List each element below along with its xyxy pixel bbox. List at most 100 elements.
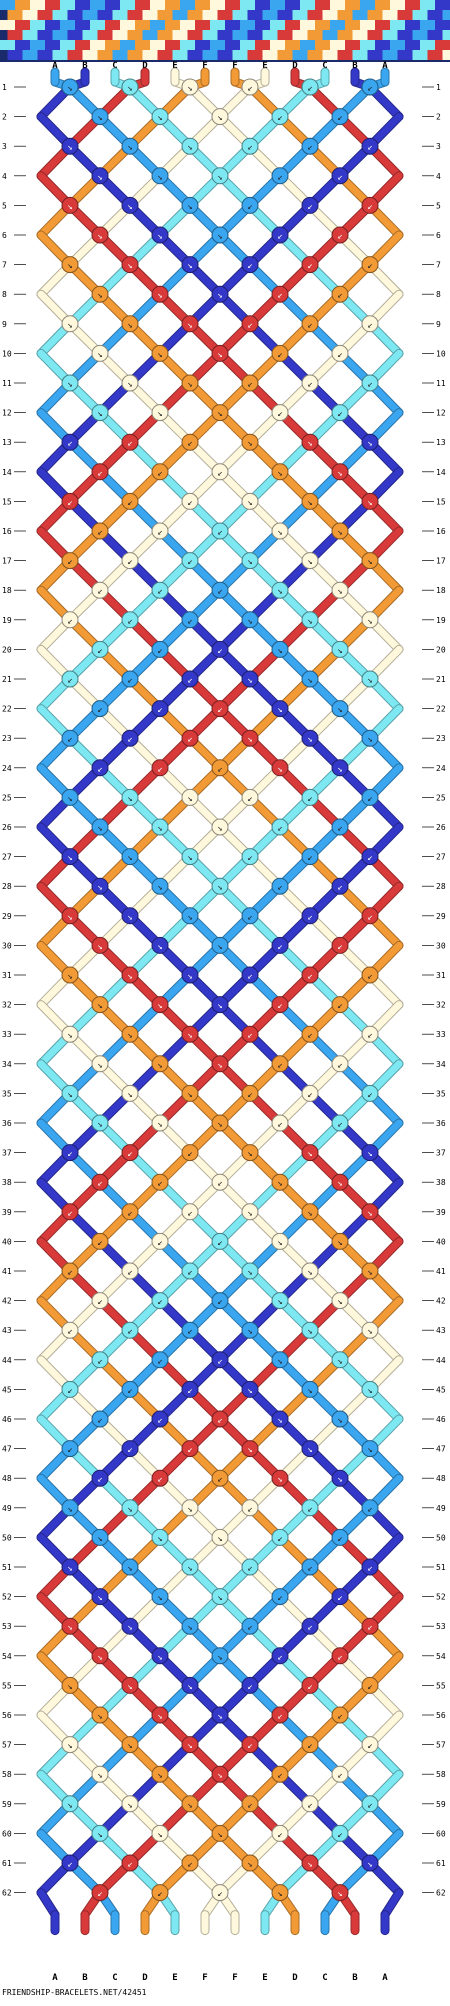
preview-cell: [203, 50, 218, 60]
knot-direction-arrow: ↘: [307, 735, 312, 745]
knot-direction-arrow: ↙: [337, 291, 342, 301]
row-number-right: 45: [436, 1385, 446, 1394]
row-number-left: 47: [2, 1445, 12, 1454]
preview-cell: [255, 40, 270, 50]
knot-direction-arrow: ↙: [367, 1800, 372, 1810]
knot-direction-arrow: ↘: [67, 84, 72, 94]
knot-direction-arrow: ↘: [187, 1031, 192, 1041]
row-number-left: 15: [2, 497, 12, 506]
knot-direction-arrow: ↘: [127, 1623, 132, 1633]
preview-cell: [38, 30, 53, 40]
preview-cell: [203, 30, 218, 40]
knot-direction-arrow: ↘: [217, 824, 222, 834]
knot-direction-arrow: ↘: [97, 1001, 102, 1011]
knot-direction-arrow: ↙: [127, 616, 132, 626]
knot-direction-arrow: ↙: [217, 587, 222, 597]
preview-cell: [405, 40, 420, 50]
knot-direction-arrow: ↙: [67, 1149, 72, 1159]
row-number-right: 53: [436, 1622, 446, 1631]
knot-direction-arrow: ↙: [247, 143, 252, 153]
knot-direction-arrow: ↙: [277, 172, 282, 182]
strand-label-bottom: A: [52, 1973, 58, 1983]
preview-cell: [420, 20, 435, 30]
knot-direction-arrow: ↙: [307, 1623, 312, 1633]
row-number-right: 49: [436, 1504, 446, 1513]
knot-direction-arrow: ↘: [187, 912, 192, 922]
preview-cell: [353, 30, 368, 40]
knot-direction-arrow: ↘: [127, 1800, 132, 1810]
knot-direction-arrow: ↘: [157, 350, 162, 360]
strand-label-bottom: F: [202, 1973, 207, 1983]
knot-direction-arrow: ↙: [217, 1179, 222, 1189]
knot-direction-arrow: ↙: [247, 320, 252, 330]
knot-direction-arrow: ↘: [97, 172, 102, 182]
knot-direction-arrow: ↙: [247, 380, 252, 390]
strand-label-bottom: E: [172, 1973, 177, 1983]
knot-direction-arrow: ↘: [127, 1741, 132, 1751]
knot-direction-arrow: ↙: [157, 1475, 162, 1485]
row-number-right: 36: [436, 1119, 446, 1128]
knot-direction-arrow: ↙: [367, 1031, 372, 1041]
preview-cell: [128, 50, 143, 60]
row-number-right: 4: [436, 172, 441, 181]
knot-direction-arrow: ↘: [127, 261, 132, 271]
row-number-left: 36: [2, 1119, 12, 1128]
preview-cell: [443, 10, 450, 20]
preview-cell: [383, 10, 398, 20]
preview-cell: [218, 10, 233, 20]
knot-direction-arrow: ↙: [307, 912, 312, 922]
row-number-left: 11: [2, 379, 12, 388]
knot-direction-arrow: ↘: [247, 676, 252, 686]
knot-direction-arrow: ↘: [247, 439, 252, 449]
knot-direction-arrow: ↙: [217, 764, 222, 774]
knot-direction-arrow: ↙: [247, 1090, 252, 1100]
knot-direction-arrow: ↘: [97, 232, 102, 242]
preview-cell: [0, 40, 15, 50]
knot-direction-arrow: ↘: [67, 380, 72, 390]
knot-direction-arrow: ↙: [247, 261, 252, 271]
strand-label-bottom: B: [82, 1973, 88, 1983]
knot-direction-arrow: ↙: [127, 1268, 132, 1278]
knot-direction-arrow: ↘: [157, 1652, 162, 1662]
knot-direction-arrow: ↙: [67, 1860, 72, 1870]
knot-direction-arrow: ↙: [337, 824, 342, 834]
knot-direction-arrow: ↘: [127, 912, 132, 922]
knot-direction-arrow: ↙: [187, 1386, 192, 1396]
knot-direction-arrow: ↘: [157, 1120, 162, 1130]
row-number-left: 45: [2, 1385, 12, 1394]
preview-cell: [158, 30, 173, 40]
row-number-right: 57: [436, 1741, 446, 1750]
knot-direction-arrow: ↙: [127, 1445, 132, 1455]
knot-direction-arrow: ↙: [367, 202, 372, 212]
knot-direction-arrow: ↙: [67, 498, 72, 508]
knot-direction-arrow: ↙: [247, 912, 252, 922]
row-number-right: 20: [436, 645, 446, 654]
strand-label-bottom: D: [142, 1973, 148, 1983]
preview-cell: [248, 50, 263, 60]
row-number-left: 31: [2, 971, 12, 980]
knot-direction-arrow: ↘: [247, 1327, 252, 1337]
row-number-right: 24: [436, 764, 446, 773]
preview-cell: [203, 10, 218, 20]
knot-direction-arrow: ↙: [157, 705, 162, 715]
knot-direction-arrow: ↙: [67, 1268, 72, 1278]
knot-direction-arrow: ↙: [97, 468, 102, 478]
knot-direction-arrow: ↘: [277, 1889, 282, 1899]
row-number-left: 60: [2, 1829, 12, 1838]
preview-cell: [413, 50, 428, 60]
knot-direction-arrow: ↙: [97, 1356, 102, 1366]
knot-direction-arrow: ↘: [187, 1623, 192, 1633]
knot-direction-arrow: ↙: [277, 291, 282, 301]
preview-cell: [368, 50, 383, 60]
row-number-right: 58: [436, 1770, 446, 1779]
row-number-left: 1: [2, 83, 7, 92]
knot-direction-arrow: ↘: [277, 705, 282, 715]
knot-direction-arrow: ↙: [247, 1800, 252, 1810]
knot-direction-arrow: ↙: [277, 232, 282, 242]
row-number-left: 24: [2, 764, 12, 773]
row-number-left: 26: [2, 823, 12, 832]
row-number-left: 32: [2, 1001, 12, 1010]
knot-direction-arrow: ↙: [277, 1120, 282, 1130]
knot-direction-arrow: ↘: [127, 1090, 132, 1100]
